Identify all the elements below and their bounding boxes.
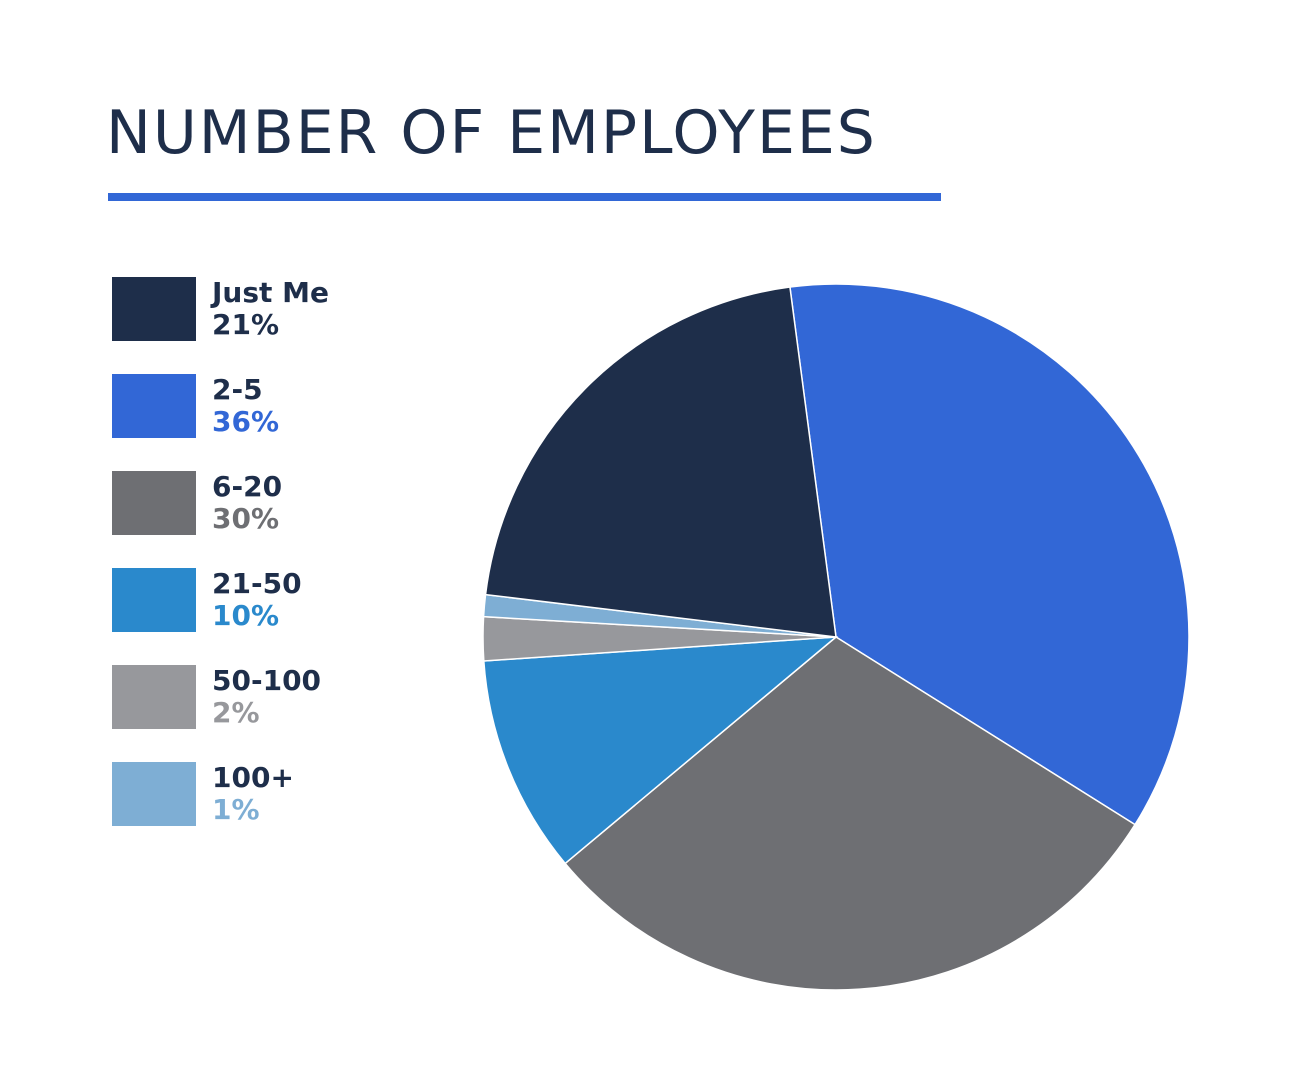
pie-slice-2-5	[789, 283, 1190, 826]
legend-swatch	[112, 471, 196, 535]
legend-item: 50-100 2%	[112, 665, 512, 731]
legend-swatch	[112, 568, 196, 632]
legend-item: 100+ 1%	[112, 762, 512, 828]
legend-value: 21%	[212, 308, 280, 341]
legend-swatch	[112, 277, 196, 341]
legend-label: Just Me	[212, 276, 330, 309]
legend-item: 6-20 30%	[112, 471, 512, 537]
legend-item: Just Me 21%	[112, 277, 512, 343]
pie-slice-6-20	[564, 636, 1137, 991]
legend-swatch	[112, 762, 196, 826]
legend-value: 10%	[212, 599, 280, 632]
legend-swatch	[112, 374, 196, 438]
legend-label: 21-50	[212, 567, 302, 600]
legend-label: 100+	[212, 761, 294, 794]
legend-item: 2-5 36%	[112, 374, 512, 440]
legend-value: 30%	[212, 502, 280, 535]
legend-value: 36%	[212, 405, 280, 438]
legend-item: 21-50 10%	[112, 568, 512, 634]
legend-label: 6-20	[212, 470, 283, 503]
chart-title: NUMBER OF EMPLOYEES	[106, 98, 877, 168]
title-underline	[108, 193, 941, 201]
legend-swatch	[112, 665, 196, 729]
legend-label: 2-5	[212, 373, 263, 406]
legend-value: 1%	[212, 793, 260, 826]
pie-slice-21-50	[483, 636, 839, 865]
legend-value: 2%	[212, 696, 260, 729]
pie-slice-just-me	[484, 286, 837, 638]
legend-label: 50-100	[212, 664, 322, 697]
